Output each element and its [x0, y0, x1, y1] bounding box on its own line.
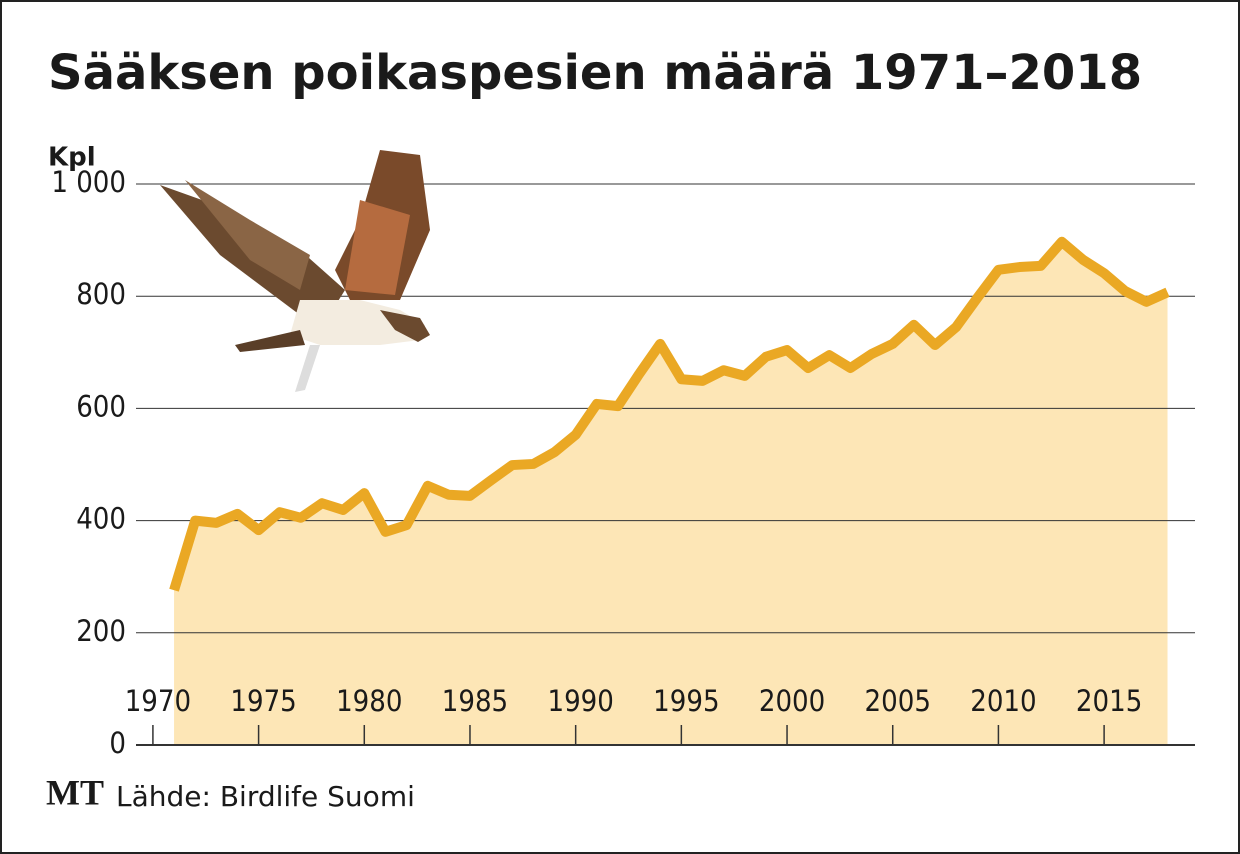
y-tick-label: 200: [76, 614, 126, 648]
x-tick-label: 2000: [759, 684, 825, 718]
line: [169, 236, 1170, 592]
area: [174, 241, 1168, 745]
logo: MT: [46, 772, 104, 812]
chart-title: Sääksen poikaspesien määrä 1971–2018: [48, 45, 1142, 101]
y-tick-label: 0: [109, 726, 126, 760]
y-tick-label: 400: [76, 502, 126, 536]
x-tick-label: 2005: [865, 684, 931, 718]
x-tick-label: 1970: [125, 684, 191, 718]
x-tick-label: 2010: [970, 684, 1036, 718]
x-tick-label: 1975: [230, 684, 296, 718]
x-tick-label: 2015: [1076, 684, 1142, 718]
source: Lähde: Birdlife Suomi: [116, 780, 415, 813]
x-tick-label: 1990: [547, 684, 613, 718]
x-tick-label: 1995: [653, 684, 719, 718]
bird-illustration: [160, 150, 430, 392]
x-tick-label: 1985: [442, 684, 508, 718]
x-tick-label: 1980: [336, 684, 402, 718]
plot: 0 200 400 600 800 1 000 1970 1975 1980 1985 1990 19…: [51, 165, 1195, 760]
y-tick-label: 1 000: [51, 165, 126, 199]
y-axis-label: Kpl: [48, 143, 96, 173]
y-tick-label: 600: [76, 389, 126, 423]
y-tick-label: 800: [76, 277, 126, 311]
